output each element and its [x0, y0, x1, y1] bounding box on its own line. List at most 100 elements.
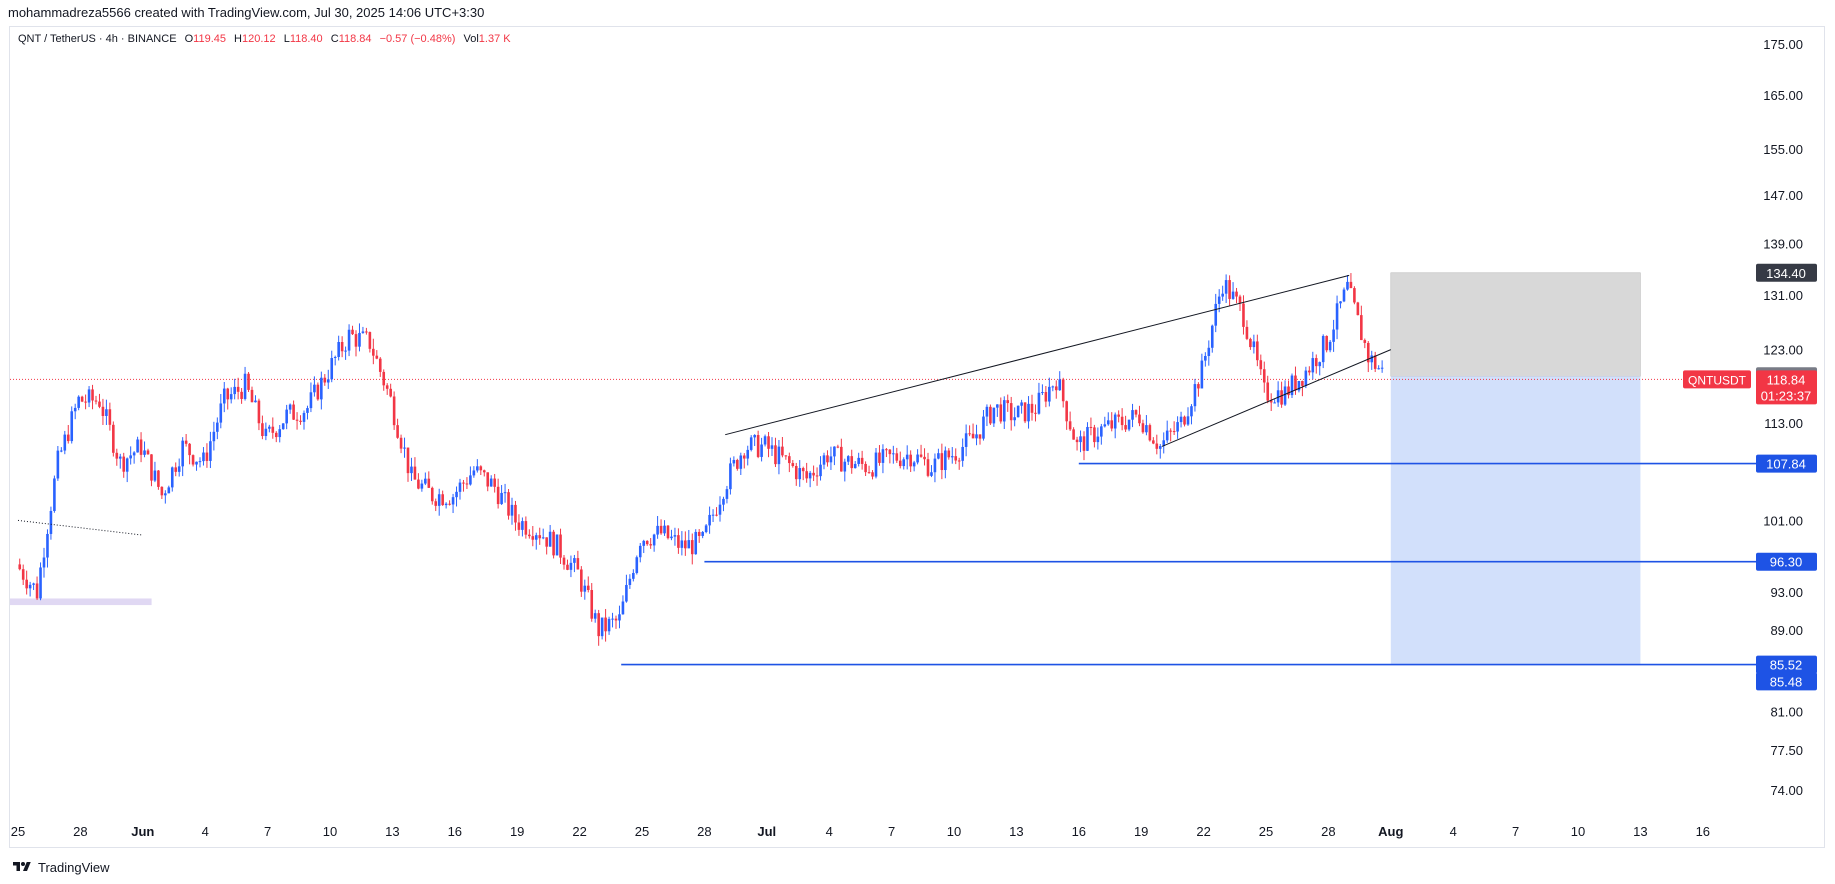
candle-body	[1210, 325, 1214, 348]
candle-body	[583, 585, 587, 592]
candle-body	[805, 471, 808, 479]
candle-body	[188, 443, 191, 456]
candle-body	[1179, 416, 1183, 423]
candle-body	[101, 406, 105, 417]
legend-close-value: 118.84	[338, 33, 372, 45]
candle-body	[684, 540, 687, 549]
candle-body	[642, 540, 646, 546]
candle-body	[1054, 386, 1058, 391]
candle-body	[833, 446, 836, 457]
candle-body	[940, 453, 944, 471]
candle-body	[257, 400, 261, 424]
candle-body	[170, 467, 174, 488]
candle-body	[340, 342, 344, 352]
candle-body	[1204, 355, 1207, 361]
x-axis-label: Jul	[757, 824, 776, 839]
candle-body	[1287, 386, 1290, 396]
candle-body	[375, 355, 379, 359]
candle-body	[347, 329, 351, 351]
candle-body	[781, 446, 784, 456]
last-price-label-countdown: 01:23:37	[1761, 388, 1812, 403]
candle-body	[1297, 380, 1301, 391]
candle-body	[1124, 425, 1127, 430]
candle-body	[330, 357, 334, 380]
candle-body	[46, 533, 49, 558]
candle-body	[1366, 342, 1370, 363]
candle-body	[1051, 386, 1055, 388]
x-axis-label: Aug	[1378, 824, 1403, 839]
candle-body	[233, 386, 236, 395]
candle-body	[1349, 281, 1353, 289]
candle-body	[999, 404, 1003, 422]
candle-body	[1308, 370, 1311, 373]
candle-body	[1020, 402, 1023, 406]
candle-body	[1373, 355, 1377, 369]
candle-body	[434, 501, 438, 506]
candle-body	[333, 356, 337, 358]
x-axis-label: 19	[510, 824, 524, 839]
candle-body	[320, 377, 323, 400]
candle-body	[933, 458, 937, 473]
candle-body	[1342, 289, 1346, 302]
candle-body	[559, 534, 562, 558]
candle-body	[1013, 417, 1016, 421]
candle-body	[222, 388, 226, 404]
candle-body	[961, 446, 964, 461]
candle-body	[63, 434, 67, 451]
candle-body	[1048, 386, 1051, 402]
candle-body	[1103, 424, 1107, 427]
candle-body	[635, 557, 639, 573]
candle-body	[763, 436, 767, 445]
candle-body	[1152, 440, 1155, 444]
candle-body	[1138, 414, 1141, 424]
candle-body	[975, 434, 978, 439]
candle-body	[18, 564, 22, 570]
candle-body	[801, 468, 805, 472]
candle-body	[548, 531, 552, 547]
candle-body	[205, 452, 209, 461]
candle-body	[1314, 358, 1318, 367]
candle-body	[739, 455, 743, 469]
candle-body	[857, 457, 860, 464]
support-price-label-bg	[1756, 454, 1817, 473]
x-axis-label: 22	[572, 824, 586, 839]
candle-body	[898, 460, 902, 467]
x-axis-label: 22	[1196, 824, 1210, 839]
x-axis-label: 4	[826, 824, 833, 839]
stop-price-label-bg	[1756, 263, 1817, 282]
candle-body	[701, 532, 704, 536]
candle-body	[1120, 416, 1124, 426]
candle-body	[98, 401, 101, 407]
candle-body	[1072, 429, 1075, 440]
candle-body	[351, 329, 354, 335]
tradingview-logo-icon	[13, 862, 31, 871]
candle-body	[489, 478, 493, 487]
candle-body	[306, 408, 309, 413]
x-axis-label: 7	[888, 824, 895, 839]
candle-body	[150, 454, 153, 481]
candle-body	[767, 436, 770, 449]
candle-body	[611, 618, 614, 620]
candle-body	[1068, 421, 1072, 430]
candle-body	[607, 618, 611, 632]
candle-body	[1332, 329, 1335, 342]
candle-body	[1214, 303, 1218, 326]
candle-body	[1127, 419, 1131, 430]
candle-body	[309, 392, 313, 409]
candle-body	[1200, 360, 1204, 389]
legend-symbol[interactable]: QNT / TetherUS · 4h · BINANCE	[18, 33, 177, 45]
candle-body	[985, 406, 989, 417]
stop-price-label: 134.40	[1766, 266, 1806, 281]
footer-brand[interactable]: TradingView	[38, 859, 110, 875]
candle-body	[1235, 291, 1238, 297]
candle-body	[1280, 390, 1283, 405]
candle-body	[926, 459, 930, 476]
candle-body	[923, 456, 926, 460]
candle-body	[1380, 367, 1384, 369]
x-axis-label: 16	[1696, 824, 1710, 839]
candle-body	[1363, 340, 1367, 343]
candle-body	[1269, 400, 1273, 403]
x-axis-label: 13	[1009, 824, 1023, 839]
candle-body	[680, 540, 684, 548]
